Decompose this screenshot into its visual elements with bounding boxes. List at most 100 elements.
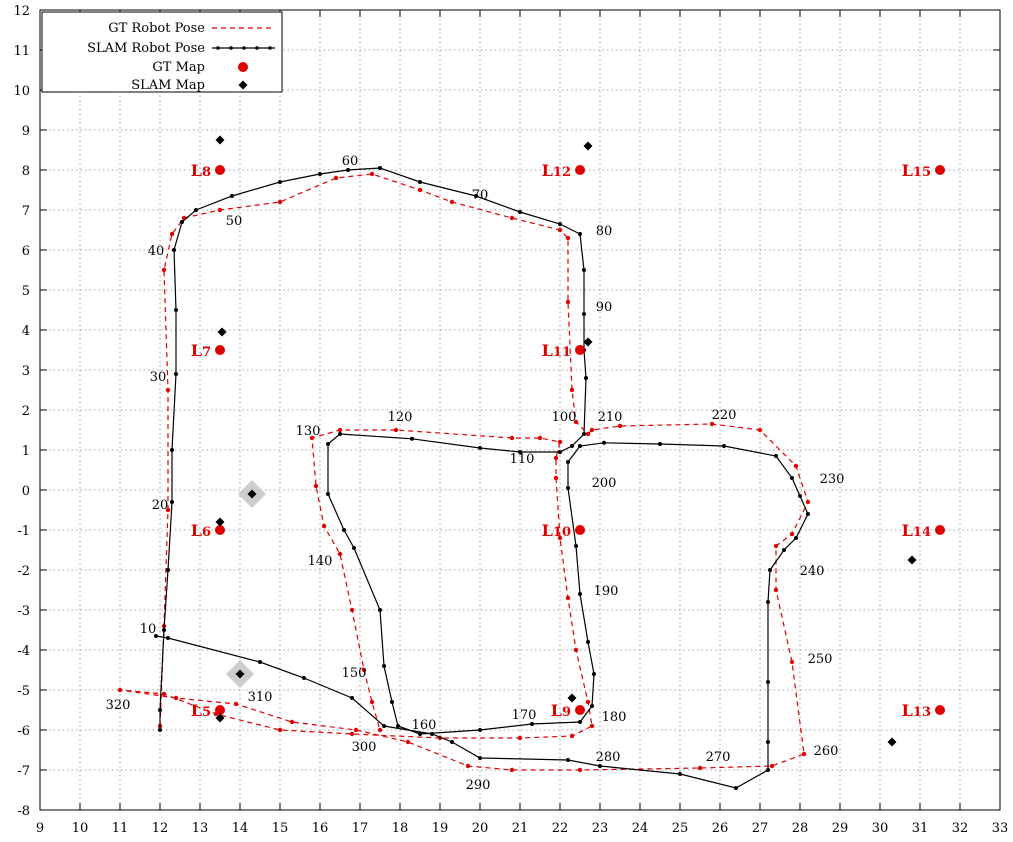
slam-robot-pose-point <box>582 268 586 272</box>
gt-robot-pose-point <box>709 421 715 427</box>
slam-map-point <box>907 555 917 565</box>
pose-index-label: 60 <box>342 154 359 169</box>
legend-item-label: GT Map <box>152 60 205 75</box>
slam-robot-pose-point <box>566 486 570 490</box>
slam-robot-pose-point <box>558 222 562 226</box>
gt-robot-pose-point <box>517 735 523 741</box>
x-tick-label: 15 <box>272 821 289 836</box>
slam-robot-pose-point <box>166 636 170 640</box>
slam-robot-pose-point <box>230 194 234 198</box>
slam-robot-pose-point <box>782 548 786 552</box>
slam-robot-pose-point <box>586 640 590 644</box>
gt-robot-pose-point <box>333 175 339 181</box>
landmark-label-index: 14 <box>913 525 931 540</box>
slam-robot-pose-point <box>346 168 350 172</box>
landmark-label-letter: L <box>191 161 202 180</box>
pose-index-label: 290 <box>466 778 491 793</box>
landmark-label: L12 <box>542 161 571 180</box>
slam-robot-pose-point <box>574 544 578 548</box>
pose-index-label: 160 <box>412 718 437 733</box>
gt-robot-pose-point <box>349 607 355 613</box>
gt-robot-pose-point <box>173 695 179 701</box>
x-tick-label: 18 <box>392 821 409 836</box>
y-tick-label: 2 <box>22 404 30 419</box>
y-tick-label: 9 <box>22 124 30 139</box>
gt-map-point <box>935 165 945 175</box>
landmark-label-index: 5 <box>202 705 211 720</box>
legend-gt-map-swatch <box>238 62 248 72</box>
slam-robot-pose-point <box>154 634 158 638</box>
landmark-label: L8 <box>191 161 211 180</box>
gt-robot-pose-point <box>585 431 591 437</box>
slam-robot-pose-point <box>584 376 588 380</box>
gt-robot-pose-point <box>509 435 515 441</box>
slam-robot-pose-point <box>722 444 726 448</box>
slam-robot-pose-point <box>592 672 596 676</box>
slam-robot-pose-point <box>258 660 262 664</box>
slam-robot-pose-point <box>378 608 382 612</box>
gt-robot-pose-point <box>801 751 807 757</box>
gt-robot-pose-point <box>405 739 411 745</box>
slam-map-point <box>887 737 897 747</box>
pose-index-label: 180 <box>602 710 627 725</box>
gt-map-point <box>215 165 225 175</box>
y-tick-label: 1 <box>22 444 30 459</box>
slam-robot-pose-point <box>582 432 586 436</box>
x-tick-label: 23 <box>592 821 609 836</box>
gt-robot-pose-point <box>565 299 571 305</box>
slam-robot-pose-point <box>658 442 662 446</box>
slam-robot-pose-point <box>530 722 534 726</box>
slam-map-point <box>583 337 593 347</box>
slam-robot-pose-point <box>578 720 582 724</box>
slam-robot-pose-point <box>326 442 330 446</box>
pose-index-label: 30 <box>150 370 167 385</box>
slam-robot-pose-point <box>598 764 602 768</box>
slam-robot-pose-point <box>790 476 794 480</box>
landmark-label-letter: L <box>902 701 913 720</box>
x-tick-label: 29 <box>832 821 849 836</box>
x-tick-label: 30 <box>872 821 889 836</box>
pose-index-label: 150 <box>342 666 367 681</box>
landmark-label-letter: L <box>191 701 202 720</box>
x-tick-label: 33 <box>992 821 1009 836</box>
y-tick-label: 8 <box>22 164 30 179</box>
gt-robot-pose-point <box>617 423 623 429</box>
pose-index-label: 10 <box>140 622 157 637</box>
x-tick-label: 28 <box>792 821 809 836</box>
pose-index-label: 80 <box>596 224 613 239</box>
pose-index-label: 20 <box>152 498 169 513</box>
x-tick-label: 26 <box>712 821 729 836</box>
x-tick-label: 22 <box>552 821 569 836</box>
landmark-label-index: 12 <box>553 165 571 180</box>
y-tick-label: 11 <box>13 44 30 59</box>
gt-robot-pose-point <box>569 387 575 393</box>
y-tick-label: -7 <box>17 764 30 779</box>
y-tick-label: 10 <box>13 84 30 99</box>
gt-robot-pose-point <box>161 267 167 273</box>
slam-robot-pose-point <box>158 728 162 732</box>
pose-index-label: 40 <box>148 244 165 259</box>
y-tick-label: -5 <box>17 684 30 699</box>
landmark-label: L15 <box>902 161 931 180</box>
pose-index-label: 230 <box>820 472 845 487</box>
slam-robot-pose-point <box>382 664 386 668</box>
slam-robot-pose-point <box>478 446 482 450</box>
gt-robot-pose-point <box>465 763 471 769</box>
landmark-label-index: 15 <box>913 165 931 180</box>
slam-robot-pose-point <box>382 724 386 728</box>
pose-index-label: 70 <box>472 188 489 203</box>
pose-index-label: 190 <box>594 584 619 599</box>
gt-robot-pose-point <box>337 427 343 433</box>
y-tick-label: -3 <box>17 604 30 619</box>
legend-slam-pose-dot <box>229 46 233 50</box>
legend-slam-pose-dot <box>242 46 246 50</box>
slam-robot-pose-point <box>766 680 770 684</box>
gt-robot-pose-point <box>361 667 367 673</box>
slam-map-point <box>235 669 245 679</box>
landmark-label-letter: L <box>542 521 553 540</box>
slam-robot-pose-point <box>570 444 574 448</box>
slam-robot-pose-point <box>172 248 176 252</box>
slam-robot-pose-point <box>194 208 198 212</box>
pose-index-label: 210 <box>598 410 623 425</box>
